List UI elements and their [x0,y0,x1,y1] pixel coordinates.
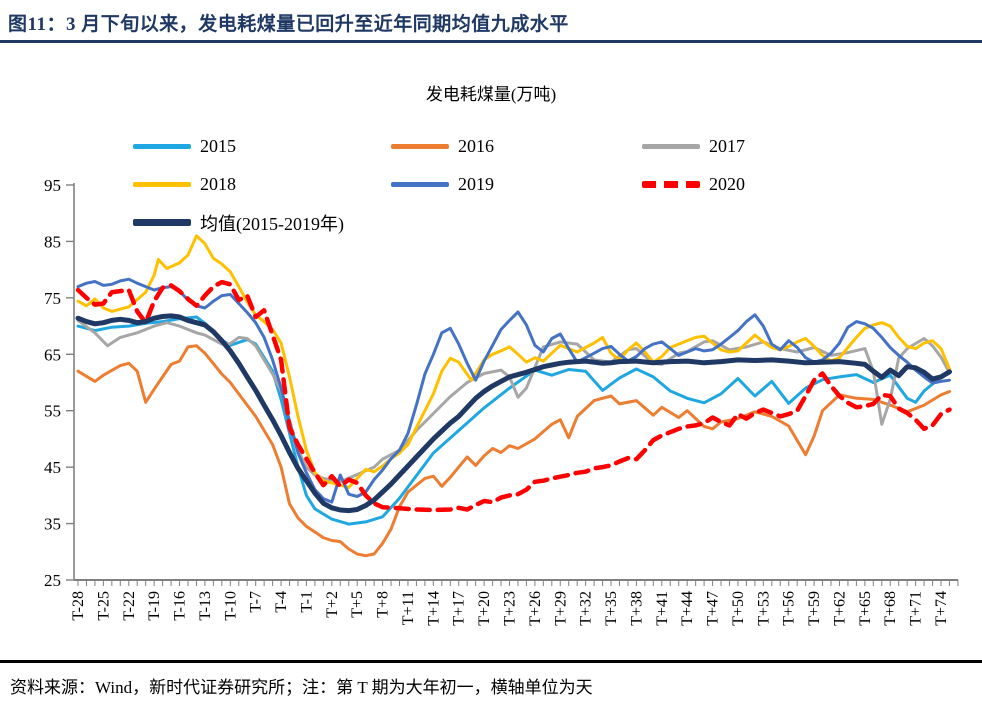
x-tick-label: T+50 [730,591,747,626]
x-tick-label: T+8 [375,591,392,618]
x-tick-label: T+74 [933,591,950,626]
x-tick-label: T+5 [349,591,366,618]
x-tick-label: T+29 [552,591,569,626]
x-tick-label: T+59 [806,591,823,626]
legend-label-2017: 2017 [709,136,745,156]
legend-item-均值(2015-2019年): 均值(2015-2019年) [133,211,391,234]
x-tick-label: T-4 [273,591,290,613]
y-tick-label: 65 [44,345,61,364]
x-tick-label: T+65 [857,591,874,626]
x-tick-label: T+32 [578,591,595,626]
legend-item-2019: 2019 [391,173,642,196]
chart-legend: 2015 2016 2017 2018 2019 2020 均值(2015-2019年) [133,135,962,234]
legend-swatch-2018 [133,182,191,187]
y-tick-label: 95 [44,176,61,195]
x-tick-label: T+23 [502,591,519,626]
footer-divider [0,660,982,663]
x-tick-label: T+26 [527,591,544,626]
figure-title: 图11：3 月下旬以来，发电耗煤量已回升至近年同期均值九成水平 [8,14,569,35]
x-tick-label: T-28 [70,591,87,621]
chart-title: 发电耗煤量(万吨) [425,85,557,104]
legend-item-2018: 2018 [133,173,391,196]
x-tick-label: T+2 [324,591,341,618]
legend-swatch-2017 [642,144,700,149]
x-tick-label: T+20 [476,591,493,626]
series-line-均值(2015-2019年) [75,313,952,514]
x-tick-label: T+41 [654,591,671,626]
x-tick-label: T-7 [248,591,265,613]
legend-label-2020: 2020 [709,174,745,194]
source-note: 资料来源：Wind，新时代证券研究所；注：第 T 期为大年初一，横轴单位为天 [10,678,593,697]
legend-swatch-2020 [642,181,700,188]
x-tick-label: T+62 [831,591,848,626]
legend-swatch-2019 [391,182,449,187]
x-tick-label: T+14 [425,591,442,626]
series-line-2018 [76,234,951,489]
x-tick-label: T-13 [197,591,214,621]
x-tick-label: T+11 [400,591,417,625]
x-tick-label: T-16 [172,591,189,621]
x-tick-label: T+17 [451,591,468,626]
legend-label-2016: 2016 [458,136,494,156]
title-divider [0,40,982,43]
series-line-2017 [76,318,951,484]
x-tick-label: T+71 [908,591,925,626]
series-line-2016 [76,344,951,558]
legend-item-2016: 2016 [391,135,642,158]
x-tick-label: T+56 [781,591,798,626]
series-line-2019 [76,277,951,504]
legend-swatch-2016 [391,144,449,149]
legend-label-2015: 2015 [200,136,236,156]
y-tick-label: 55 [44,402,61,421]
x-tick-label: T-19 [146,591,163,621]
legend-swatch-2015 [133,144,191,149]
x-tick-label: T-25 [95,591,112,621]
x-tick-label: T+35 [603,591,620,626]
legend-label-2019: 2019 [458,174,494,194]
series-line-2020 [75,279,952,513]
x-tick-label: T+47 [705,591,722,626]
y-tick-label: 35 [44,515,61,534]
legend-item-2015: 2015 [133,135,391,158]
x-tick-label: T+53 [755,591,772,626]
x-tick-label: T-1 [298,591,315,613]
y-axis: 25 35 45 55 65 75 85 95 [44,176,74,590]
y-tick-label: 25 [44,571,61,590]
x-axis: T-28 T-25 T-22 T-19 T-16 T-13 T-10 T-7 T-4 T-1 T+2… [70,580,959,626]
y-tick-label: 85 [44,232,61,251]
x-tick-label: T-10 [222,591,239,621]
y-tick-label: 75 [44,289,61,308]
legend-swatch-均值(2015-2019年) [133,219,191,226]
x-tick-label: T+68 [882,591,899,626]
y-tick-label: 45 [44,458,61,477]
x-tick-label: T-22 [121,591,138,621]
x-tick-label: T+38 [628,591,645,626]
legend-label-均值(2015-2019年): 均值(2015-2019年) [200,213,344,234]
legend-item-2020: 2020 [642,173,962,196]
legend-label-2018: 2018 [200,174,236,194]
legend-item-2017: 2017 [642,135,962,158]
x-tick-label: T+44 [679,591,696,626]
